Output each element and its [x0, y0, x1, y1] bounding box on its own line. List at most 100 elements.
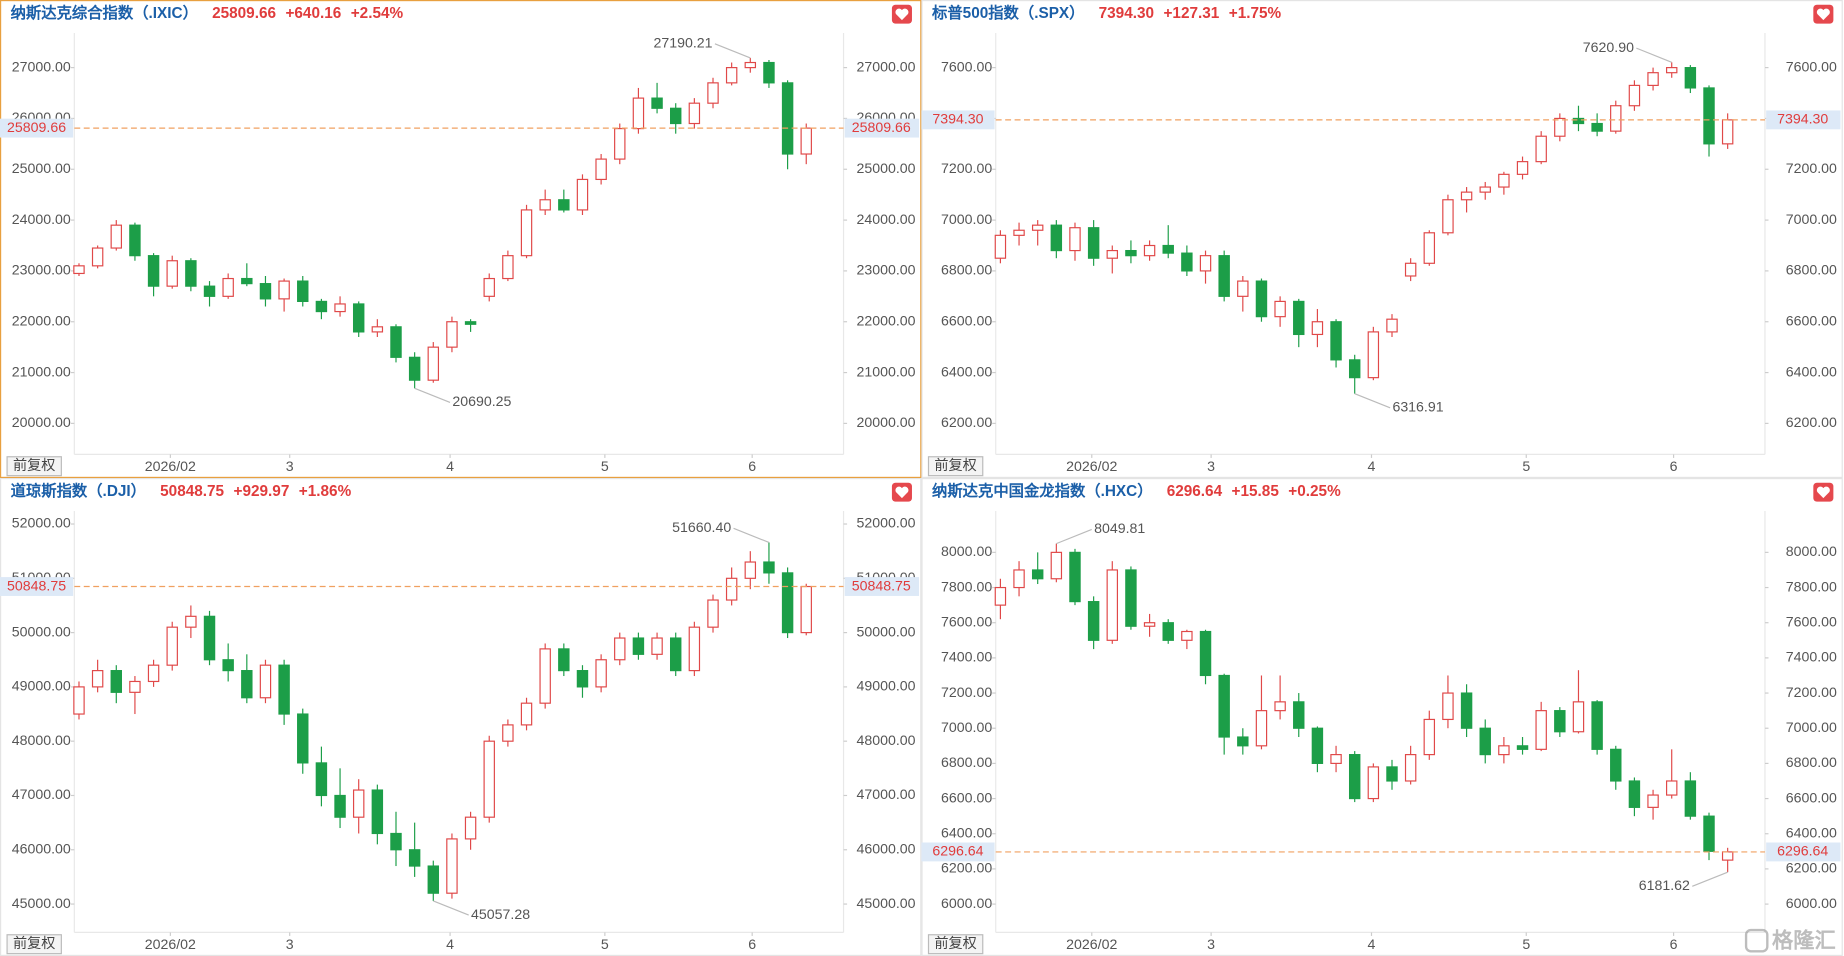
- y-tick-label: 22000.00: [12, 313, 71, 329]
- candle-body: [446, 838, 458, 894]
- last-price-tag-bg: [1766, 110, 1841, 130]
- candle-body: [222, 277, 234, 297]
- x-tick-label: 5: [1522, 459, 1530, 475]
- favorite-button[interactable]: [891, 4, 912, 24]
- candle-body: [408, 356, 421, 381]
- adjust-button[interactable]: 前复权: [13, 457, 55, 474]
- candle-body: [1162, 244, 1174, 254]
- y-tick-label: 7200.00: [1786, 685, 1837, 701]
- candle-body: [1199, 630, 1212, 677]
- y-tick-label: 6400.00: [941, 364, 992, 380]
- candle-body: [1050, 224, 1063, 252]
- favorite-button[interactable]: [1813, 4, 1834, 24]
- candle-body: [781, 82, 794, 155]
- last-price-tag: 50848.75: [852, 578, 911, 594]
- y-tick-label: 6200.00: [1786, 861, 1837, 877]
- candle-body: [241, 277, 253, 285]
- candle-body: [520, 209, 533, 257]
- watermark-text: 格隆汇: [1772, 927, 1836, 952]
- favorite-button[interactable]: [1813, 482, 1834, 502]
- panel-border: [921, 478, 1843, 956]
- x-tick-label: 2026/02: [145, 937, 196, 953]
- last-price-tag: 6296.64: [1777, 844, 1828, 860]
- candle-body: [1143, 244, 1156, 257]
- y-tick-label: 7200.00: [941, 685, 992, 701]
- candle-body: [1572, 701, 1585, 733]
- candle-body: [1442, 199, 1454, 234]
- candle-body: [315, 762, 328, 797]
- candle-body: [539, 648, 551, 704]
- candle-body: [73, 265, 85, 275]
- last-price-tag-bg: [921, 842, 995, 862]
- adjust-button-box[interactable]: [927, 934, 984, 955]
- candle-body: [1367, 331, 1380, 379]
- y-tick-label: 24000.00: [856, 212, 915, 228]
- candle-body: [1348, 754, 1361, 800]
- candle-body: [91, 670, 104, 688]
- y-tick-label: 7200.00: [941, 161, 992, 177]
- y-tick-label: 20000.00: [12, 415, 71, 431]
- extreme-leader: [1692, 871, 1728, 887]
- adjust-button-box[interactable]: [927, 456, 984, 477]
- candle-body: [1610, 748, 1622, 782]
- y-tick-label: 7600.00: [1786, 614, 1837, 630]
- last-price-tag-bg: [0, 118, 74, 138]
- favorite-button[interactable]: [891, 482, 912, 502]
- extreme-leader: [414, 387, 451, 404]
- candle-body: [1143, 622, 1156, 627]
- candle-body: [390, 832, 402, 851]
- y-tick-label: 25000.00: [12, 161, 71, 177]
- y-tick-label: 48000.00: [856, 733, 915, 749]
- last-price-tag-bg: [844, 118, 920, 138]
- y-tick-label: 49000.00: [856, 679, 915, 695]
- candle-body: [1106, 569, 1119, 641]
- candle-body: [576, 670, 589, 688]
- y-tick-label: 6600.00: [941, 790, 992, 806]
- extreme-label: 20690.25: [452, 394, 511, 410]
- candle-body: [1293, 300, 1305, 336]
- y-tick-label: 6400.00: [941, 825, 992, 841]
- price-change: +15.85: [1232, 483, 1280, 500]
- candle-body: [1647, 794, 1659, 808]
- chart-header: 标普500指数（.SPX） 7394.30 +127.31 +1.75%: [931, 4, 1282, 22]
- last-price-tag: 6296.64: [932, 844, 983, 860]
- candle-body: [1721, 851, 1734, 861]
- candle-body: [390, 326, 402, 358]
- adjust-button-box[interactable]: [6, 934, 62, 955]
- candle-body: [994, 234, 1007, 259]
- candle-body: [1125, 569, 1137, 627]
- candle-body: [595, 659, 607, 688]
- candle-body: [147, 664, 160, 683]
- candle-body: [1479, 727, 1491, 756]
- candle-body: [147, 255, 160, 287]
- adjust-button[interactable]: 前复权: [934, 457, 976, 474]
- extreme-leader: [714, 43, 751, 59]
- candle-body: [278, 280, 290, 300]
- y-tick-label: 7600.00: [941, 59, 992, 75]
- y-tick-label: 45000.00: [856, 896, 915, 912]
- candle-body: [539, 199, 551, 211]
- candle-body: [259, 664, 272, 699]
- candle-body: [315, 300, 328, 313]
- price-change-pct: +0.25%: [1288, 483, 1341, 500]
- extreme-leader: [733, 527, 770, 544]
- adjust-button[interactable]: 前复权: [13, 935, 55, 952]
- candle-body: [1498, 745, 1510, 756]
- adjust-button[interactable]: 前复权: [934, 935, 976, 952]
- y-tick-label: 6200.00: [941, 861, 992, 877]
- y-tick-label: 7800.00: [1786, 579, 1837, 595]
- candle-body: [614, 128, 626, 160]
- last-price: 6296.64: [1167, 483, 1223, 500]
- index-name: 标普500指数（.SPX）: [931, 4, 1084, 22]
- candle-body: [800, 585, 812, 634]
- extreme-label: 27190.21: [654, 36, 713, 52]
- y-tick-label: 7000.00: [1786, 212, 1837, 228]
- adjust-button-box[interactable]: [6, 456, 62, 477]
- candle-body: [1404, 754, 1417, 782]
- y-tick-label: 46000.00: [12, 841, 71, 857]
- x-tick-label: 5: [601, 459, 609, 475]
- candle-body: [1535, 135, 1547, 163]
- candle-body: [1591, 701, 1603, 750]
- last-price-tag: 7394.30: [1777, 112, 1828, 128]
